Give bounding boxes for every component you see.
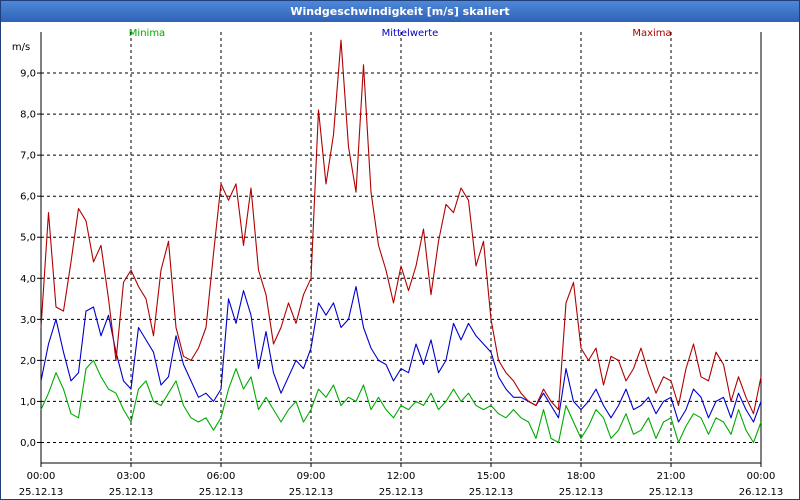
y-tick-label: 3,0 — [20, 315, 36, 326]
series-lines — [40, 39, 762, 444]
x-tick-date-label: 25.12.13 — [19, 487, 64, 498]
x-tick-time-label: 09:00 — [297, 471, 326, 482]
x-tick-date-label: 26.12.13 — [739, 487, 784, 498]
y-tick-label: 7,0 — [20, 151, 36, 162]
y-axis-label: m/s — [12, 42, 30, 53]
x-tick-time-label: 00:00 — [27, 471, 56, 482]
x-tick-time-label: 18:00 — [567, 471, 596, 482]
x-tick-time-label: 03:00 — [117, 471, 146, 482]
x-tick-time-label: 00:00 — [747, 471, 776, 482]
legend-entry-mittelwerte: Mittelwerte — [382, 28, 439, 39]
x-tick-labels: 00:00 25.12.13 03:00 25.12.13 06:00 25.12.13 0… — [19, 471, 784, 498]
y-tick-label: 0,0 — [20, 438, 36, 449]
y-tick-label: 8,0 — [20, 110, 36, 121]
series-line-mittelwerte — [40, 285, 762, 423]
y-tick-label: 2,0 — [20, 356, 36, 367]
x-tick-date-label: 25.12.13 — [199, 487, 244, 498]
series-line-maxima — [40, 39, 762, 415]
x-tick-date-label: 25.12.13 — [649, 487, 694, 498]
x-tick-date-label: 25.12.13 — [109, 487, 154, 498]
y-tick-label: 1,0 — [20, 397, 36, 408]
y-tick-label: 9,0 — [20, 69, 36, 80]
legend-entry-minima: Minima — [129, 28, 165, 39]
x-tick-time-label: 21:00 — [657, 471, 686, 482]
x-tick-date-label: 25.12.13 — [289, 487, 334, 498]
x-tick-date-label: 25.12.13 — [379, 487, 424, 498]
legend: Minima Mittelwerte Maxima — [129, 28, 672, 39]
chart-title: Windgeschwindigkeit [m/s] skaliert — [1, 1, 799, 22]
x-tick-time-label: 06:00 — [207, 471, 236, 482]
x-tick-time-label: 15:00 — [477, 471, 506, 482]
x-tick-date-label: 25.12.13 — [559, 487, 604, 498]
y-tick-label: 5,0 — [20, 233, 36, 244]
wind-speed-chart: 0,0 1,0 2,0 3,0 4,0 5,0 6,0 7,0 8,0 9,0 00:00 25.1… — [12, 28, 784, 498]
y-tick-label: 6,0 — [20, 192, 36, 203]
x-tick-time-label: 12:00 — [387, 471, 416, 482]
axes — [37, 32, 762, 467]
grid-lines — [41, 32, 761, 463]
y-tick-label: 4,0 — [20, 274, 36, 285]
series-line-minima — [40, 359, 762, 444]
legend-entry-maxima: Maxima — [632, 28, 671, 39]
y-tick-labels: 0,0 1,0 2,0 3,0 4,0 5,0 6,0 7,0 8,0 9,0 — [20, 69, 36, 449]
x-tick-date-label: 25.12.13 — [469, 487, 514, 498]
